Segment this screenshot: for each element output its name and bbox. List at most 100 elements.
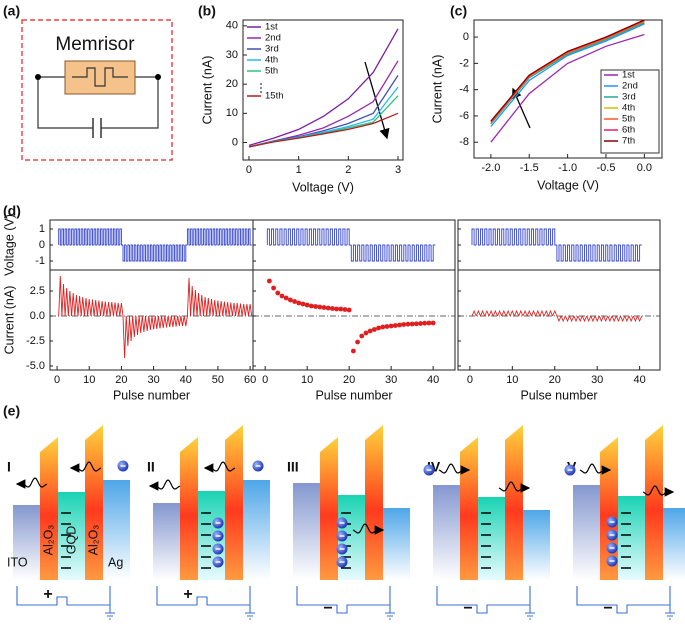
x-tick-label: 60 — [244, 374, 256, 386]
tunneling-wave — [15, 477, 48, 489]
current-spike — [106, 301, 111, 317]
bias-sign: + — [183, 586, 192, 603]
legend-label: 4th — [622, 103, 635, 114]
current-point — [426, 320, 432, 326]
voltage-pulses — [471, 228, 557, 246]
current-spike — [157, 315, 163, 329]
current-point — [430, 320, 436, 326]
current-spike — [513, 309, 520, 317]
current-point — [304, 302, 310, 308]
voltage-pulses — [122, 244, 188, 262]
x-tick-label: 2 — [345, 164, 351, 176]
current-spike — [526, 309, 532, 317]
current-spike — [603, 315, 609, 323]
node — [155, 74, 161, 80]
current-spike — [594, 315, 600, 323]
legend-label: 7th — [622, 136, 635, 147]
current-spike — [628, 315, 634, 323]
x-axis-label: Pulse number — [113, 388, 190, 402]
layer-label: Ag — [108, 555, 123, 569]
x-axis-label: Pulse number — [520, 388, 597, 402]
current-spike — [637, 315, 643, 323]
current-point — [359, 333, 365, 339]
voltage-pulses — [350, 244, 436, 262]
current-spike — [132, 315, 137, 338]
series-line — [490, 23, 645, 127]
current-point — [409, 321, 415, 327]
band-diagram: V− — [564, 425, 685, 620]
current-spike — [125, 315, 130, 347]
current-spike — [522, 309, 528, 317]
legend-label: 4th — [265, 55, 278, 66]
current-spike — [67, 290, 73, 317]
band-diagram: I + ITO Al₂O₃ GQD Al₂O₃ Ag — [7, 425, 130, 620]
current-spike — [577, 315, 583, 323]
y-tick-label: -4 — [459, 84, 469, 96]
layer-label: ITO — [7, 555, 28, 569]
panel-label: (d) — [3, 203, 21, 219]
current-spike — [93, 299, 98, 317]
current-point — [300, 301, 306, 307]
voltage-pulses — [186, 228, 252, 246]
current-point — [384, 324, 390, 329]
legend-label: 5th — [622, 114, 635, 125]
legend-box — [600, 69, 660, 154]
current-spike — [135, 315, 140, 336]
current-spike — [112, 302, 118, 317]
current-point — [342, 307, 348, 312]
current-spike — [547, 309, 554, 317]
panel-label: (c) — [450, 3, 467, 19]
stage-label: III — [287, 459, 299, 475]
current-point — [321, 305, 327, 310]
current-point — [397, 322, 402, 328]
current-spike — [154, 315, 159, 330]
x-tick-label: 40 — [634, 374, 646, 386]
current-spike — [590, 315, 596, 323]
current-point — [422, 320, 428, 326]
current-spike — [620, 315, 626, 323]
ito-layer — [13, 505, 40, 580]
current-spike — [193, 289, 198, 317]
current-spike — [497, 309, 503, 317]
x-tick-label: 50 — [212, 374, 224, 386]
x-tick-label: -1.5 — [520, 162, 539, 174]
legend-label: 2nd — [622, 81, 638, 92]
current-spike — [509, 309, 515, 317]
current-spike — [71, 292, 76, 317]
legend-label: 6th — [622, 125, 635, 136]
current-spike — [530, 309, 537, 317]
current-spike — [569, 315, 575, 323]
current-spike — [518, 309, 524, 317]
current-spike — [632, 315, 638, 323]
x-tick-label: 30 — [591, 374, 603, 386]
current-point — [392, 323, 398, 328]
current-spike — [87, 298, 92, 317]
current-spike — [535, 309, 541, 317]
y-tick-label: -6 — [459, 110, 469, 122]
circuit: Memrisor — [21, 19, 173, 161]
y-axis-label: Current (nA) — [430, 55, 444, 124]
current-point — [350, 348, 356, 354]
current-point — [367, 328, 373, 334]
ito-layer — [293, 483, 320, 580]
current-spike — [186, 277, 192, 317]
current-spike — [560, 315, 566, 323]
tunneling-wave — [352, 523, 385, 535]
bias-sign: + — [43, 586, 52, 603]
current-spike — [505, 309, 511, 317]
x-axis-label: Pulse number — [315, 388, 392, 402]
series-line — [248, 112, 399, 148]
current-point — [338, 306, 344, 312]
current-spike — [501, 309, 507, 317]
y-tick-label: 0 — [39, 239, 45, 251]
x-tick-label: 0 — [467, 374, 473, 386]
barrier — [460, 437, 478, 580]
layer-label: Al₂O₃ — [86, 525, 100, 556]
series-line — [248, 28, 399, 147]
y-tick-label: 1 — [39, 223, 45, 235]
barrier — [40, 437, 58, 580]
current-spike — [219, 300, 224, 317]
band-diagram: IV− — [423, 425, 550, 620]
current-spike — [488, 309, 494, 317]
